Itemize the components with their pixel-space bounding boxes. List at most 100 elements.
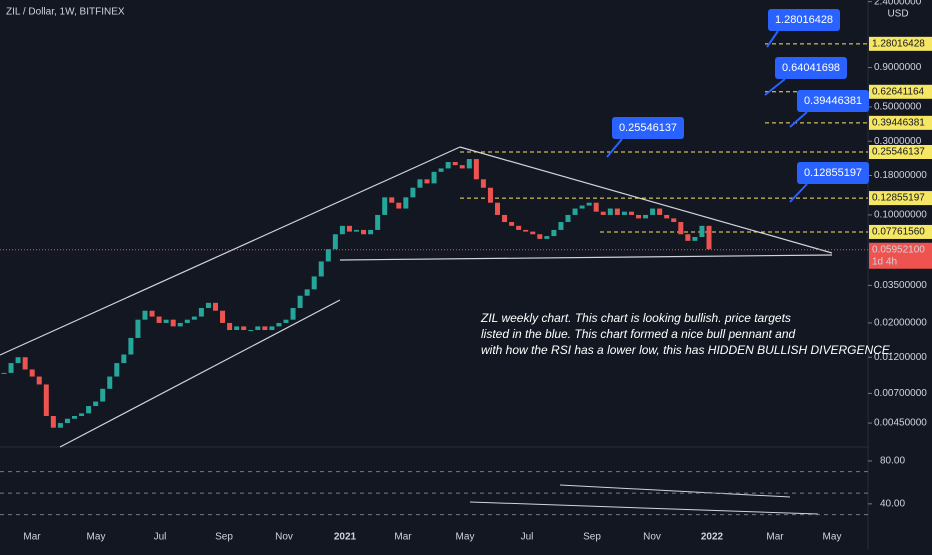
candle (685, 234, 691, 241)
candle (495, 202, 500, 215)
callout-pointer (766, 30, 779, 48)
candle (431, 171, 437, 184)
candle (149, 310, 155, 317)
x-tick-label: May (823, 532, 842, 543)
candle (438, 168, 444, 172)
current-price-label: 0.05952100 (872, 244, 925, 255)
candle (1, 372, 7, 374)
candle (516, 225, 522, 230)
candle (72, 415, 77, 419)
candle (170, 319, 176, 327)
candle (389, 197, 395, 203)
callout-text: 0.25546137 (619, 122, 677, 134)
candle (262, 326, 268, 331)
candle (22, 357, 28, 370)
candle (205, 302, 211, 308)
candle (198, 307, 204, 317)
candle (480, 179, 486, 188)
candle (248, 330, 254, 332)
candle (332, 234, 338, 250)
candle (100, 388, 106, 402)
y-tick-label: 0.3000000 (874, 136, 922, 147)
candle (572, 208, 578, 215)
candle (530, 231, 536, 235)
target-label: 1.28016428 (872, 38, 925, 49)
y-tick-label: 0.03500000 (874, 280, 927, 291)
candle (93, 401, 99, 407)
x-tick-label: Nov (275, 532, 293, 543)
candle (86, 406, 92, 414)
candle (15, 357, 21, 364)
candle (664, 214, 670, 219)
candle (593, 202, 599, 212)
rsi-lines (469, 484, 819, 515)
candle (57, 423, 63, 428)
candle (220, 310, 226, 323)
candle (191, 316, 197, 320)
candle (445, 162, 451, 169)
candle (339, 225, 345, 235)
candle (375, 214, 381, 230)
x-tick-label: 2022 (701, 532, 724, 543)
candle (382, 197, 388, 215)
candle (135, 319, 141, 338)
candle (29, 369, 35, 377)
currency: USD (887, 9, 908, 20)
callout-box (797, 162, 869, 184)
candle (509, 222, 515, 226)
target-label: 0.39446381 (872, 117, 925, 128)
candle (227, 322, 233, 331)
target-label: 0.62641164 (872, 86, 925, 97)
target-badge (869, 84, 932, 99)
candle (558, 222, 564, 230)
x-tick-label: Jul (521, 532, 534, 543)
candle (114, 363, 120, 377)
target-label: 0.07761560 (872, 227, 925, 238)
candle (121, 354, 127, 364)
candle (487, 187, 493, 203)
callout-box (612, 117, 684, 139)
candle (128, 337, 134, 355)
candle (636, 214, 641, 219)
candle (36, 376, 42, 385)
candle (586, 202, 592, 206)
annotation-line: ZIL weekly chart. This chart is looking … (480, 311, 791, 325)
candle (706, 225, 712, 250)
target-badge (869, 115, 932, 130)
candle (184, 319, 190, 323)
candle (325, 249, 331, 262)
candle (354, 229, 359, 232)
candle (600, 211, 606, 215)
symbol-title: ZIL / Dollar, 1W, BITFINEX (6, 7, 125, 18)
x-tick-label: 2021 (334, 532, 357, 543)
candle (579, 205, 585, 209)
candle (163, 319, 169, 323)
callout-text: 1.28016428 (775, 14, 833, 26)
y-tick-label: 0.9000000 (874, 62, 922, 73)
candle (346, 225, 352, 232)
target-label: 0.12855197 (872, 193, 925, 204)
candle (8, 363, 14, 373)
target-badge (869, 144, 932, 159)
candle (311, 276, 317, 290)
x-tick-label: Sep (215, 532, 233, 543)
x-tick-label: Sep (583, 532, 601, 543)
candle (156, 316, 162, 323)
candle (537, 234, 543, 239)
candle (410, 187, 416, 198)
callout-pointer (764, 78, 786, 96)
candle (269, 326, 275, 331)
x-tick-label: May (456, 532, 475, 543)
y-tick-label: 0.01200000 (874, 352, 927, 363)
x-tick-label: Jul (154, 532, 167, 543)
x-tick-label: Mar (766, 532, 784, 543)
callout-pointer (789, 183, 808, 203)
candle (628, 211, 634, 215)
candle (650, 208, 656, 215)
pennant-lines (0, 146, 833, 448)
callout-pointer (606, 138, 623, 158)
candle (699, 225, 705, 237)
candle (692, 236, 698, 241)
target-badge (869, 36, 932, 51)
candle (466, 159, 472, 169)
